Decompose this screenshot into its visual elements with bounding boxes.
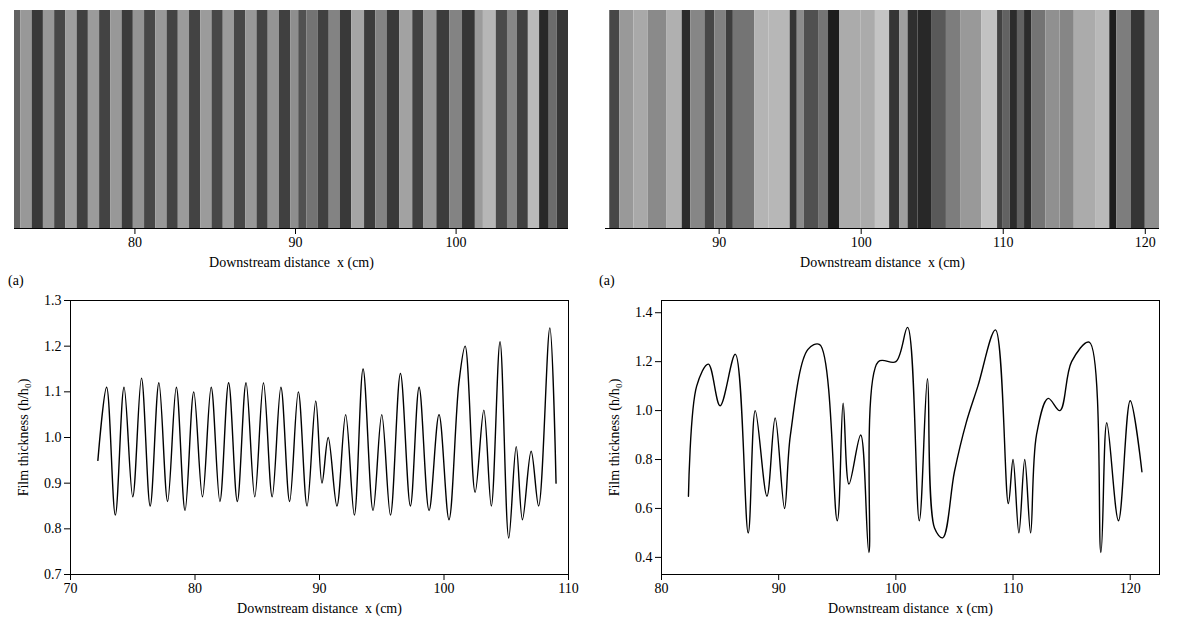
html-text:(a): (a) [8,273,24,288]
svg-text:90: 90 [313,581,327,596]
svg-text:110: 110 [558,581,578,596]
svg-text:Downstream distance x (cm): Downstream distance x (cm) [828,601,993,617]
svg-text:1.1: 1.1 [44,384,62,399]
svg-text:1.3: 1.3 [44,293,62,308]
svg-text:90: 90 [289,235,303,250]
svg-text:80: 80 [188,581,202,596]
svg-text:100: 100 [434,581,455,596]
svg-text:1.4: 1.4 [635,305,653,320]
svg-text:0.4: 0.4 [635,550,653,565]
svg-text:110: 110 [993,235,1013,250]
svg-text:90: 90 [712,235,726,250]
svg-text:0.7: 0.7 [44,567,62,582]
svg-text:100: 100 [885,581,906,596]
svg-text:1.0: 1.0 [635,403,653,418]
svg-text:120: 120 [1120,581,1141,596]
svg-text:0.6: 0.6 [635,501,653,516]
svg-text:0.8: 0.8 [635,452,653,467]
svg-text:Film thickness (h/h₀): Film thickness (h/h₀) [16,378,32,496]
svg-text:120: 120 [1135,235,1156,250]
svg-text:70: 70 [64,581,78,596]
svg-text:110: 110 [1003,581,1023,596]
svg-text:1.2: 1.2 [635,354,653,369]
svg-text:80: 80 [655,581,669,596]
svg-text:100: 100 [851,235,872,250]
svg-text:1.2: 1.2 [44,339,62,354]
svg-text:Film thickness (h/h₀): Film thickness (h/h₀) [607,378,623,496]
svg-text:Downstream distance x (cm): Downstream distance x (cm) [800,255,965,271]
svg-text:0.9: 0.9 [44,476,62,491]
svg-text:90: 90 [772,581,786,596]
svg-text:Downstream distance x (cm): Downstream distance x (cm) [237,601,402,617]
svg-text:100: 100 [446,235,467,250]
html-text:(a): (a) [599,273,615,288]
svg-text:1.0: 1.0 [44,430,62,445]
svg-text:80: 80 [128,235,142,250]
svg-text:Downstream distance x (cm): Downstream distance x (cm) [209,255,374,271]
svg-text:0.8: 0.8 [44,521,62,536]
